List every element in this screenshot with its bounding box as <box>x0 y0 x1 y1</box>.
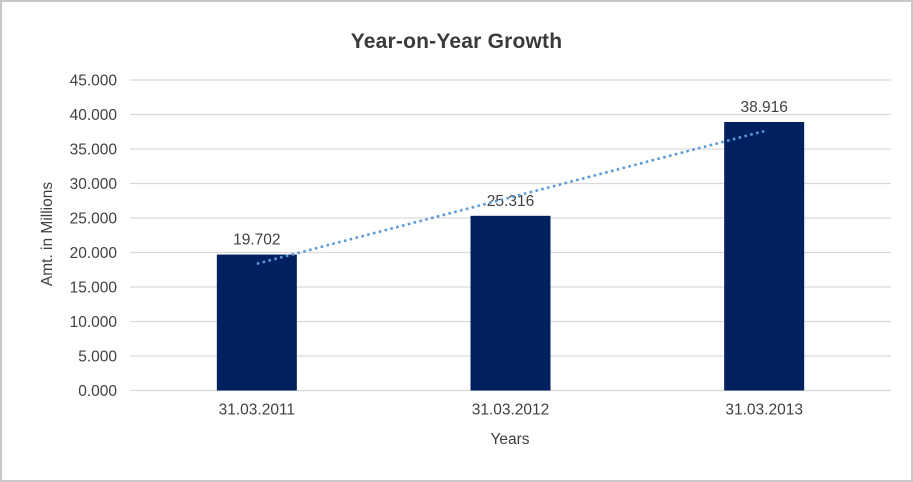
y-axis-title: Amt. in Millions <box>39 181 56 287</box>
x-tick-label: 31.03.2011 <box>219 402 295 419</box>
x-tick-label: 31.03.2012 <box>472 402 550 419</box>
x-axis-title: Years <box>490 431 530 448</box>
y-tick-label: 20.000 <box>70 245 118 262</box>
bar-value-label: 19.702 <box>233 232 280 249</box>
bar <box>724 121 805 391</box>
y-tick-label: 30.000 <box>70 176 118 193</box>
y-tick-label: 35.000 <box>70 142 118 159</box>
y-tick-label: 15.000 <box>70 280 118 297</box>
y-tick-label: 5.000 <box>78 349 117 366</box>
bar-value-label: 25.316 <box>487 193 534 210</box>
bar-value-label: 38.916 <box>740 99 787 116</box>
chart-title: Year-on-Year Growth <box>350 30 563 53</box>
bar <box>470 215 551 391</box>
y-tick-label: 40.000 <box>70 107 118 124</box>
y-tick-label: 25.000 <box>70 211 118 228</box>
y-tick-label: 0.000 <box>78 383 117 400</box>
bar <box>216 254 297 391</box>
y-tick-label: 45.000 <box>70 73 118 90</box>
y-tick-label: 10.000 <box>70 314 118 331</box>
x-tick-label: 31.03.2013 <box>725 402 803 419</box>
